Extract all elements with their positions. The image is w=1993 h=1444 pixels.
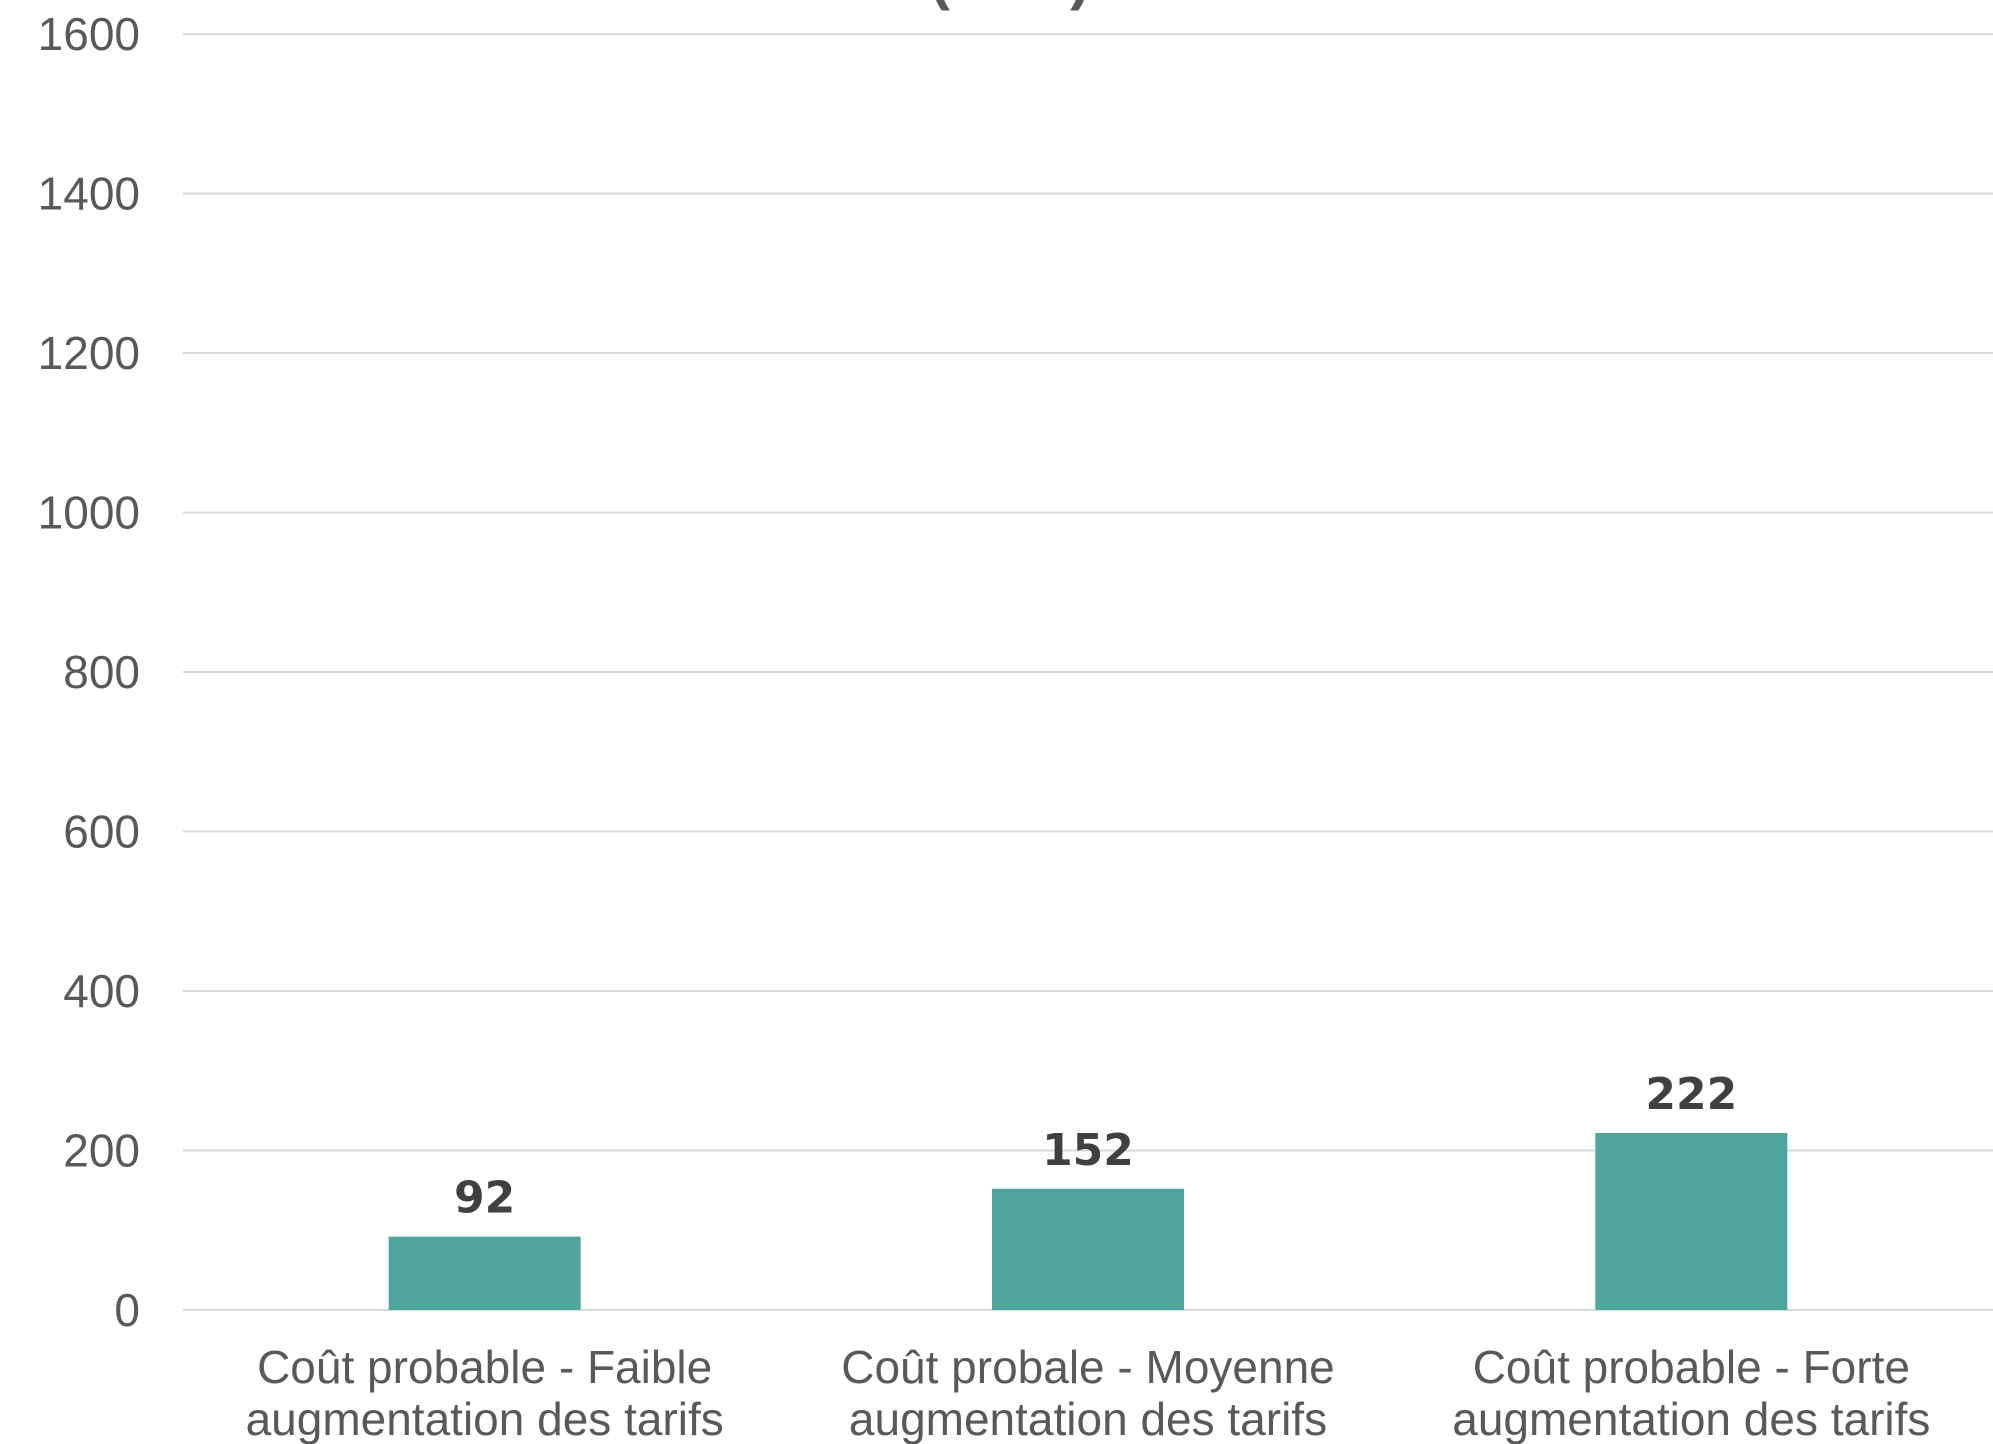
- category-label: Coût probable - Forte augmentation des ta…: [1452, 1341, 1930, 1444]
- category-label-line: augmentation des tarifs: [1452, 1393, 1930, 1444]
- y-tick-label: 800: [63, 646, 140, 698]
- y-axis-ticks: 0 200 400 600 800 1000 1200 1400 1600: [38, 8, 140, 1336]
- bar: [992, 1188, 1184, 1310]
- y-tick-label: 1400: [38, 168, 140, 220]
- y-tick-label: 1600: [38, 8, 140, 60]
- category-label: Coût probable - Faible augmentation des t…: [246, 1341, 724, 1444]
- category-label-line: Coût probale - Moyenne: [841, 1341, 1335, 1393]
- y-tick-label: 1000: [38, 487, 140, 539]
- category-label-line: augmentation des tarifs: [246, 1393, 724, 1444]
- category-label: Coût probale - Moyenne augmentation des t…: [841, 1341, 1335, 1444]
- data-label: 92: [454, 1173, 515, 1224]
- y-tick-label: 200: [63, 1125, 140, 1177]
- x-axis-categories: Coût probable - Faible augmentation des t…: [246, 1341, 1931, 1444]
- y-tick-label: 0: [114, 1284, 140, 1336]
- y-tick-label: 600: [63, 806, 140, 858]
- data-labels: 92 152 222: [454, 1069, 1737, 1224]
- data-label: 152: [1042, 1125, 1134, 1176]
- data-label: 222: [1645, 1069, 1737, 1120]
- y-tick-label: 400: [63, 965, 140, 1017]
- gridlines: [183, 33, 1993, 1311]
- chart-title: (Lr C): [930, 0, 1090, 11]
- bars: [388, 1132, 1788, 1310]
- category-label-line: Coût probable - Faible: [257, 1341, 712, 1393]
- category-label-line: Coût probable - Forte: [1473, 1341, 1910, 1393]
- bar: [1595, 1132, 1788, 1310]
- y-tick-label: 1200: [38, 327, 140, 379]
- category-label-line: augmentation des tarifs: [849, 1393, 1327, 1444]
- bar: [388, 1236, 581, 1310]
